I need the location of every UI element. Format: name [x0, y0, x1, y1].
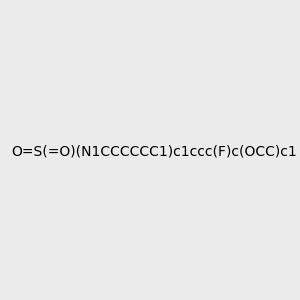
Text: O=S(=O)(N1CCCCCC1)c1ccc(F)c(OCC)c1: O=S(=O)(N1CCCCCC1)c1ccc(F)c(OCC)c1: [11, 145, 297, 158]
